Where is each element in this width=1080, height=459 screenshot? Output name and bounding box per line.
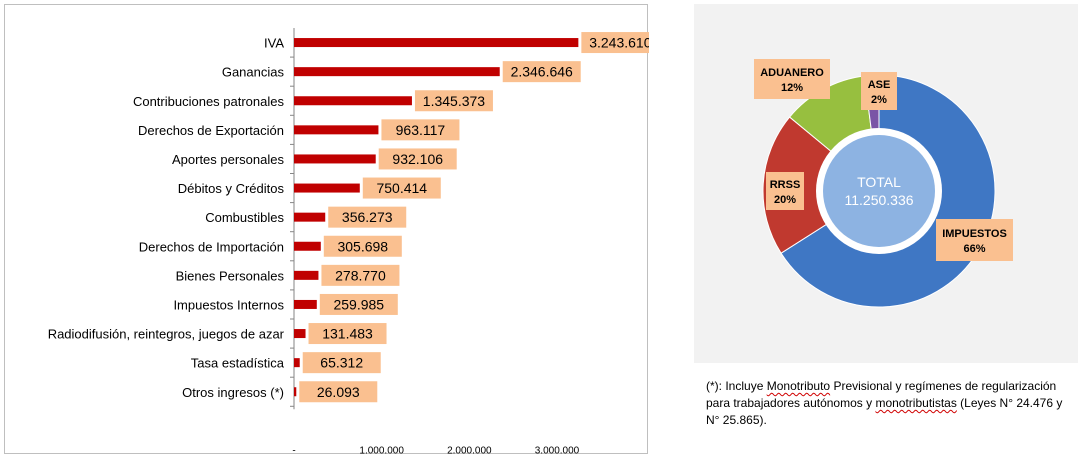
bar-radiodifusion-reintegros-juegos-de-azar (294, 329, 306, 339)
value-label: 1.345.373 (423, 93, 485, 109)
slice-label-box (754, 59, 830, 99)
bar-chart-panel: IVA 3.243.610 Ganancias 2.346.646 Contribuci… (4, 4, 649, 455)
donut-chart: TOTAL 11.250.336 IMPUESTOS 66% RRSS 20% ADUA… (754, 59, 1013, 308)
slice-percent-label: 2% (871, 94, 887, 106)
footnote-word-monotributo: Monotributo (766, 379, 831, 393)
category-label: Ganancias (222, 65, 285, 80)
center-disc (823, 135, 935, 247)
category-label: Derechos de Importación (139, 239, 284, 254)
x-tick-label: 3.000.000 (535, 445, 580, 455)
center-title: TOTAL (857, 174, 901, 190)
slice-label-box (861, 72, 897, 110)
slice-percent-label: 12% (781, 82, 803, 94)
value-label: 26.093 (317, 384, 360, 400)
bar-chart: IVA 3.243.610 Ganancias 2.346.646 Contribuci… (48, 28, 649, 455)
slice-label-box (936, 219, 1013, 261)
category-label: Otros ingresos (*) (182, 385, 284, 400)
value-label: 932.106 (392, 151, 443, 167)
category-label: Combustibles (205, 210, 284, 225)
value-label: 305.698 (337, 238, 388, 254)
category-label: Bienes Personales (176, 268, 285, 283)
x-tick-label: - (292, 445, 295, 455)
category-label: IVA (264, 36, 284, 51)
slice-label-box (766, 172, 804, 210)
bar-bienes-personales (294, 270, 319, 280)
donut-labels: IMPUESTOS 66% RRSS 20% ADUANERO 12% ASE 2% (754, 59, 1013, 261)
bar-combustibles (294, 212, 326, 222)
footnote-text: Previsional y regímenes de regularizació… (706, 379, 1057, 410)
value-label-box (378, 148, 457, 170)
value-label: 3.243.610 (589, 35, 649, 51)
value-label-box (381, 119, 460, 141)
value-label-box (308, 323, 387, 345)
category-label: Aportes personales (172, 152, 285, 167)
footnote-marker: (*): (706, 379, 722, 393)
bar-iva (294, 38, 579, 48)
value-label-box (414, 90, 493, 112)
x-tick-label: 2.000.000 (447, 445, 492, 455)
slice-name-label: RRSS (770, 179, 801, 191)
category-label: Contribuciones patronales (133, 94, 285, 109)
category-label: Impuestos Internos (173, 297, 284, 312)
value-label: 65.312 (320, 355, 363, 371)
value-label: 278.770 (335, 267, 386, 283)
value-label-box (299, 381, 378, 403)
value-label-box (502, 61, 581, 83)
category-label: Derechos de Exportación (138, 123, 284, 138)
category-label: Débitos y Créditos (178, 181, 285, 196)
bar-otros-ingresos (294, 387, 297, 397)
footnote-laws: (Leyes N° 24.476 y N° 25.865). (706, 396, 1063, 427)
slice-percent-label: 20% (774, 194, 796, 206)
footnote-word-monotributistas: monotributistas (875, 396, 957, 410)
footnote-word-incluye: Incluye (725, 379, 764, 393)
bar-derechos-de-importacion (294, 241, 321, 251)
value-label-box (319, 293, 398, 315)
category-label: Radiodifusión, reintegros, juegos de aza… (48, 327, 285, 342)
slice-percent-label: 66% (963, 243, 985, 255)
value-label-box (328, 206, 407, 228)
bar-ganancias (294, 67, 500, 77)
value-label-box (362, 177, 441, 199)
value-label: 963.117 (396, 122, 446, 138)
center-value: 11.250.336 (844, 192, 913, 208)
value-label: 2.346.646 (511, 64, 573, 80)
category-label: Tasa estadística (191, 356, 285, 371)
bar-impuestos-internos (294, 299, 317, 309)
value-label-box (302, 352, 381, 374)
bar-aportes-personales (294, 154, 376, 164)
donut-chart-panel: TOTAL 11.250.336 IMPUESTOS 66% RRSS 20% ADUA… (694, 4, 1078, 363)
value-label: 750.414 (376, 180, 427, 196)
x-tick-label: 1.000.000 (359, 445, 404, 455)
bar-debitos-y-creditos (294, 183, 360, 193)
bar-contribuciones-patronales (294, 96, 412, 106)
slice-name-label: IMPUESTOS (942, 228, 1007, 240)
slice-name-label: ASE (868, 79, 891, 91)
value-label-box (321, 264, 400, 286)
value-label: 259.985 (333, 296, 384, 312)
footnote: (*): Incluye Monotributo Previsional y r… (706, 378, 1074, 429)
value-label-box (581, 32, 649, 54)
slice-name-label: ADUANERO (760, 67, 824, 79)
value-label: 356.273 (342, 209, 393, 225)
value-label: 131.483 (322, 326, 373, 342)
value-label-box (323, 235, 402, 257)
bar-derechos-de-exportacion (294, 125, 379, 135)
bar-tasa-estadistica (294, 358, 300, 368)
